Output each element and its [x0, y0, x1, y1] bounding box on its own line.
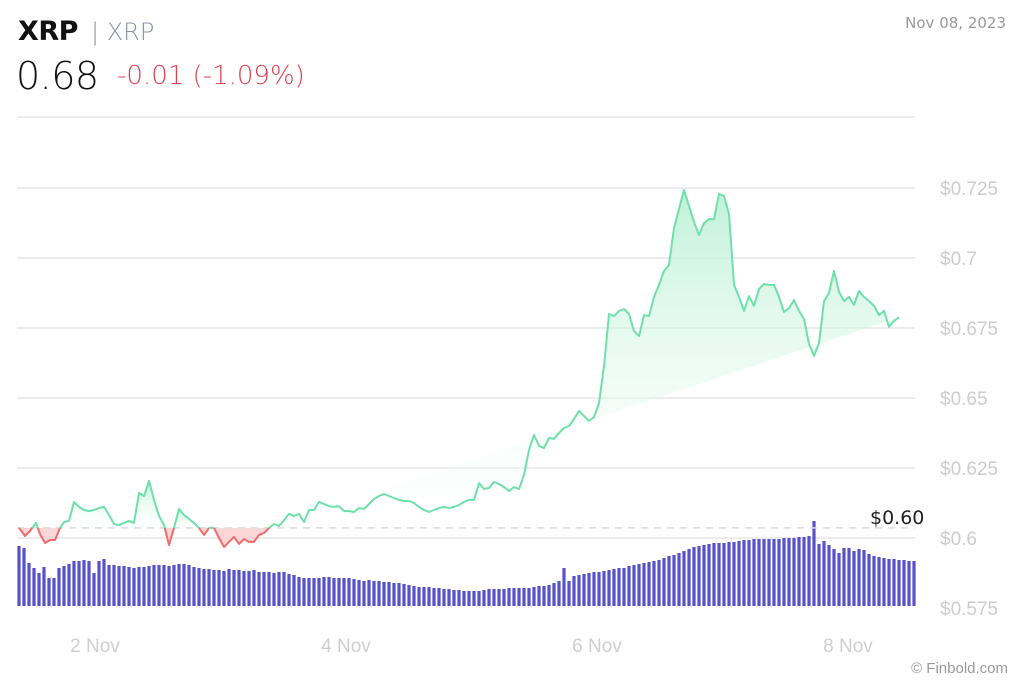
x-axis: 2 Nov 4 Nov 6 Nov 8 Nov — [70, 636, 873, 657]
x-tick-label: 6 Nov — [572, 636, 622, 657]
y-tick-label: $0.65 — [940, 389, 988, 410]
price-line — [19, 190, 900, 548]
current-price: 0.68 — [16, 54, 99, 98]
x-tick-label: 8 Nov — [823, 636, 873, 657]
x-tick-label: 2 Nov — [70, 636, 120, 657]
price-change: -0.01 (-1.09%) — [117, 61, 305, 91]
volume-bars — [17, 521, 916, 606]
y-axis: $0.725 $0.7 $0.675 $0.65 $0.625 $0.6 $0.575 — [940, 179, 998, 620]
price-area-fill — [19, 190, 899, 547]
asset-symbol: XRP — [18, 16, 78, 47]
copyright-credit: © Finbold.com — [911, 660, 1008, 677]
y-tick-label: $0.725 — [940, 179, 998, 200]
y-tick-label: $0.675 — [940, 319, 998, 340]
x-tick-label: 4 Nov — [321, 636, 371, 657]
y-tick-label: $0.575 — [940, 599, 998, 620]
reference-label: $0.60 — [870, 507, 924, 529]
y-tick-label: $0.6 — [940, 529, 977, 550]
chart-date: Nov 08, 2023 — [905, 14, 1006, 32]
asset-name: | XRP — [91, 18, 155, 46]
y-tick-label: $0.625 — [940, 459, 998, 480]
y-tick-label: $0.7 — [940, 249, 977, 270]
